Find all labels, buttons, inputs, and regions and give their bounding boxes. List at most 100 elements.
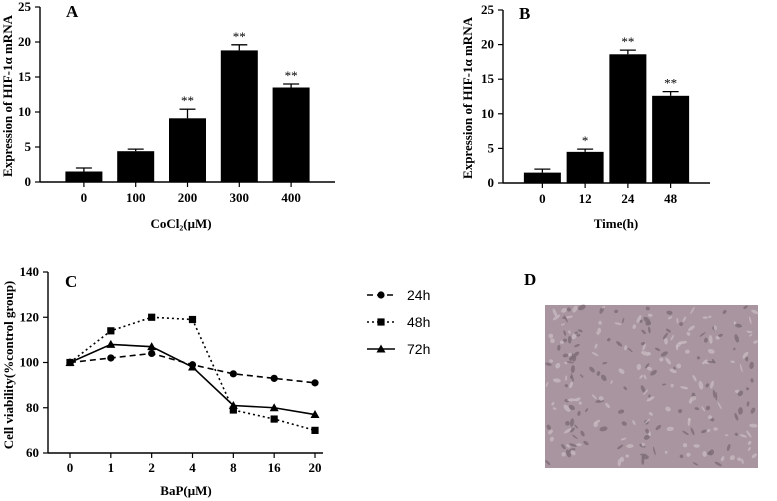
- cell-texture: [648, 394, 651, 398]
- panel-b-significance-mark: *: [582, 133, 589, 148]
- panel-c-point-48h: [270, 415, 278, 423]
- panel-c-point-48h: [188, 315, 197, 324]
- cell-texture: [665, 328, 671, 333]
- cell-texture: [696, 356, 701, 360]
- cell-texture: [655, 424, 662, 431]
- cell-texture: [692, 374, 697, 382]
- cell-texture: [626, 444, 634, 448]
- cell-texture: [654, 347, 661, 352]
- cell-texture: [645, 306, 650, 311]
- cell-texture: [569, 381, 574, 389]
- panel-c-ytick-label: 140: [20, 264, 40, 279]
- cell-texture: [706, 428, 711, 433]
- cell-texture: [746, 330, 753, 334]
- cell-texture: [741, 458, 744, 464]
- cell-texture: [659, 357, 664, 362]
- cell-texture: [617, 409, 625, 414]
- cell-texture: [724, 434, 729, 437]
- cell-texture: [566, 307, 571, 312]
- cell-texture: [568, 404, 575, 411]
- cell-texture: [746, 430, 752, 438]
- cell-texture: [641, 351, 650, 356]
- cell-texture: [670, 334, 674, 341]
- cell-texture: [564, 384, 569, 388]
- cell-texture: [545, 362, 552, 366]
- cell-texture: [746, 401, 750, 407]
- panel-b-ylabel: Expression of HIF-1α mRNA: [460, 16, 475, 179]
- panel-a-ytick-label: 5: [25, 139, 32, 154]
- cell-texture: [750, 378, 754, 383]
- cell-texture: [702, 316, 708, 319]
- panel-a-bar: [220, 50, 258, 183]
- cell-texture: [616, 341, 623, 347]
- panel-b-ytick-label: 10: [481, 106, 494, 121]
- panel-c-legend-marker: [377, 291, 385, 299]
- cell-texture: [620, 456, 625, 462]
- cell-texture: [707, 451, 712, 456]
- cell-texture: [749, 423, 758, 428]
- cell-texture: [682, 316, 687, 322]
- cell-texture: [565, 375, 568, 381]
- panel-c-legend-label: 72h: [407, 341, 430, 357]
- cell-texture: [694, 407, 700, 411]
- panel-c-point-72h: [269, 403, 279, 412]
- panel-b-ytick-label: 0: [488, 175, 495, 190]
- cell-texture: [665, 357, 672, 365]
- cell-texture: [559, 340, 564, 344]
- cell-texture: [564, 361, 568, 365]
- cell-texture: [643, 374, 647, 380]
- panel-a-bar: [117, 151, 155, 182]
- cell-texture: [618, 368, 625, 374]
- cell-texture: [574, 344, 580, 348]
- panel-c-legend-label: 48h: [407, 314, 430, 330]
- cell-texture: [552, 308, 558, 317]
- cell-texture: [686, 331, 691, 336]
- cell-texture: [678, 340, 688, 345]
- panel-b-ytick-label: 25: [481, 2, 495, 17]
- cell-texture: [682, 430, 689, 436]
- cell-texture: [715, 336, 720, 340]
- cell-texture: [580, 374, 584, 378]
- cell-texture: [737, 390, 744, 397]
- panel-label-a: A: [66, 2, 79, 21]
- cell-texture: [591, 394, 597, 400]
- cell-texture: [572, 434, 578, 440]
- cell-texture: [570, 449, 576, 456]
- cell-texture: [548, 333, 554, 339]
- cell-texture: [648, 412, 653, 416]
- cell-texture: [705, 383, 710, 388]
- cell-texture: [750, 407, 756, 414]
- cell-texture: [733, 347, 736, 351]
- cell-texture: [647, 313, 653, 317]
- panel-c-legend-label: 24h: [407, 287, 430, 303]
- cell-texture: [550, 338, 555, 344]
- cell-texture: [734, 334, 740, 343]
- cell-texture: [652, 446, 656, 456]
- cell-texture: [705, 405, 711, 411]
- cell-texture: [607, 337, 611, 342]
- panel-a-xlabel: CoCl₂(μM): [150, 216, 211, 231]
- cell-texture: [574, 424, 579, 429]
- cell-texture: [614, 309, 619, 314]
- panel-a-bar: [272, 87, 310, 182]
- cell-texture: [650, 369, 657, 376]
- panel-c-point-24h: [270, 374, 278, 382]
- cell-texture: [639, 319, 643, 323]
- cell-texture: [687, 417, 691, 427]
- panel-b-bar: [609, 54, 647, 184]
- cell-texture: [552, 314, 561, 321]
- panel-b-significance-mark: **: [621, 34, 634, 49]
- panel-a-ylabel: Expression of HIF-1α mRNA: [0, 14, 15, 177]
- cell-texture: [713, 427, 718, 431]
- cell-texture: [616, 444, 624, 450]
- cell-texture: [739, 363, 743, 373]
- panel-a-significance-mark: **: [181, 93, 194, 108]
- panel-c-point-72h: [188, 362, 197, 371]
- cell-texture: [692, 462, 699, 466]
- cell-texture: [563, 330, 567, 336]
- panel-a-bar: [65, 171, 103, 182]
- cell-texture: [639, 453, 647, 456]
- panel-c-point-72h: [65, 358, 75, 366]
- cell-texture: [569, 443, 577, 447]
- cell-texture: [565, 315, 573, 319]
